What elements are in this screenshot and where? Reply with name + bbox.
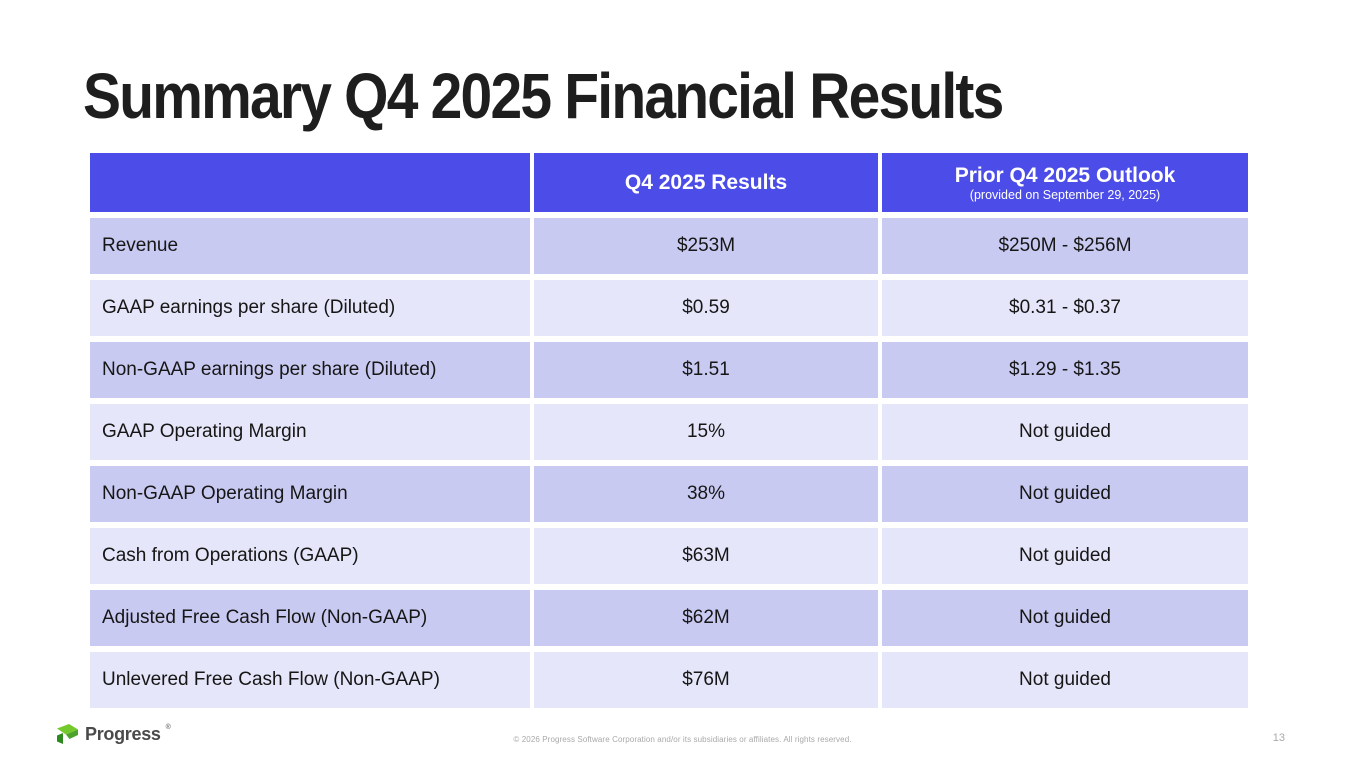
progress-logo: Progress ® <box>55 721 171 747</box>
table-row: Non-GAAP Operating Margin 38% Not guided <box>90 466 1248 522</box>
row-label: GAAP earnings per share (Diluted) <box>90 280 530 336</box>
table-row: Adjusted Free Cash Flow (Non-GAAP) $62M No… <box>90 590 1248 646</box>
row-result-value: $1.51 <box>534 342 878 398</box>
row-outlook-value: $250M - $256M <box>882 218 1248 274</box>
header-results-label: Q4 2025 Results <box>624 171 788 194</box>
row-outlook-value: Not guided <box>882 590 1248 646</box>
table-row: Non-GAAP earnings per share (Diluted) $1.… <box>90 342 1248 398</box>
header-outlook-label: Prior Q4 2025 Outlook <box>954 163 1176 187</box>
table-row: GAAP Operating Margin 15% Not guided <box>90 404 1248 460</box>
table-row: Unlevered Free Cash Flow (Non-GAAP) $76M N… <box>90 652 1248 708</box>
header-cell-blank <box>90 153 530 212</box>
row-result-value: $253M <box>534 218 878 274</box>
progress-chevron-icon <box>57 723 78 744</box>
row-label: Unlevered Free Cash Flow (Non-GAAP) <box>90 652 530 708</box>
row-outlook-value: Not guided <box>882 528 1248 584</box>
header-cell-outlook: Prior Q4 2025 Outlook (provided on Septe… <box>882 153 1248 212</box>
row-label: Adjusted Free Cash Flow (Non-GAAP) <box>90 590 530 646</box>
row-outlook-value: Not guided <box>882 466 1248 522</box>
table-row: Cash from Operations (GAAP) $63M Not guide… <box>90 528 1248 584</box>
row-outlook-value: $1.29 - $1.35 <box>882 342 1248 398</box>
row-label: Revenue <box>90 218 530 274</box>
row-outlook-value: $0.31 - $0.37 <box>882 280 1248 336</box>
slide-title: Summary Q4 2025 Financial Results <box>83 60 1004 132</box>
row-label: Cash from Operations (GAAP) <box>90 528 530 584</box>
page-number: 13 <box>1272 732 1285 744</box>
row-outlook-value: Not guided <box>882 404 1248 460</box>
row-result-value: $76M <box>534 652 878 708</box>
row-result-value: 15% <box>534 404 878 460</box>
table-body: Revenue $253M $250M - $256M GAAP earnings p… <box>90 218 1248 708</box>
registered-trademark-icon: ® <box>165 724 171 731</box>
row-outlook-value: Not guided <box>882 652 1248 708</box>
header-outlook-sublabel: (provided on September 29, 2025) <box>969 187 1161 202</box>
table-row: Revenue $253M $250M - $256M <box>90 218 1248 274</box>
row-result-value: $0.59 <box>534 280 878 336</box>
table-row: GAAP earnings per share (Diluted) $0.59 $0… <box>90 280 1248 336</box>
row-result-value: $62M <box>534 590 878 646</box>
row-label: Non-GAAP Operating Margin <box>90 466 530 522</box>
progress-logo-text: Progress <box>85 724 161 744</box>
header-cell-results: Q4 2025 Results <box>534 153 878 212</box>
row-result-value: $63M <box>534 528 878 584</box>
row-label: Non-GAAP earnings per share (Diluted) <box>90 342 530 398</box>
table-header-row: Q4 2025 Results Prior Q4 2025 Outlook (p… <box>90 153 1248 212</box>
row-result-value: 38% <box>534 466 878 522</box>
financial-results-table: Q4 2025 Results Prior Q4 2025 Outlook (p… <box>90 153 1248 714</box>
footer-copyright: © 2026 Progress Software Corporation and… <box>513 735 852 744</box>
row-label: GAAP Operating Margin <box>90 404 530 460</box>
